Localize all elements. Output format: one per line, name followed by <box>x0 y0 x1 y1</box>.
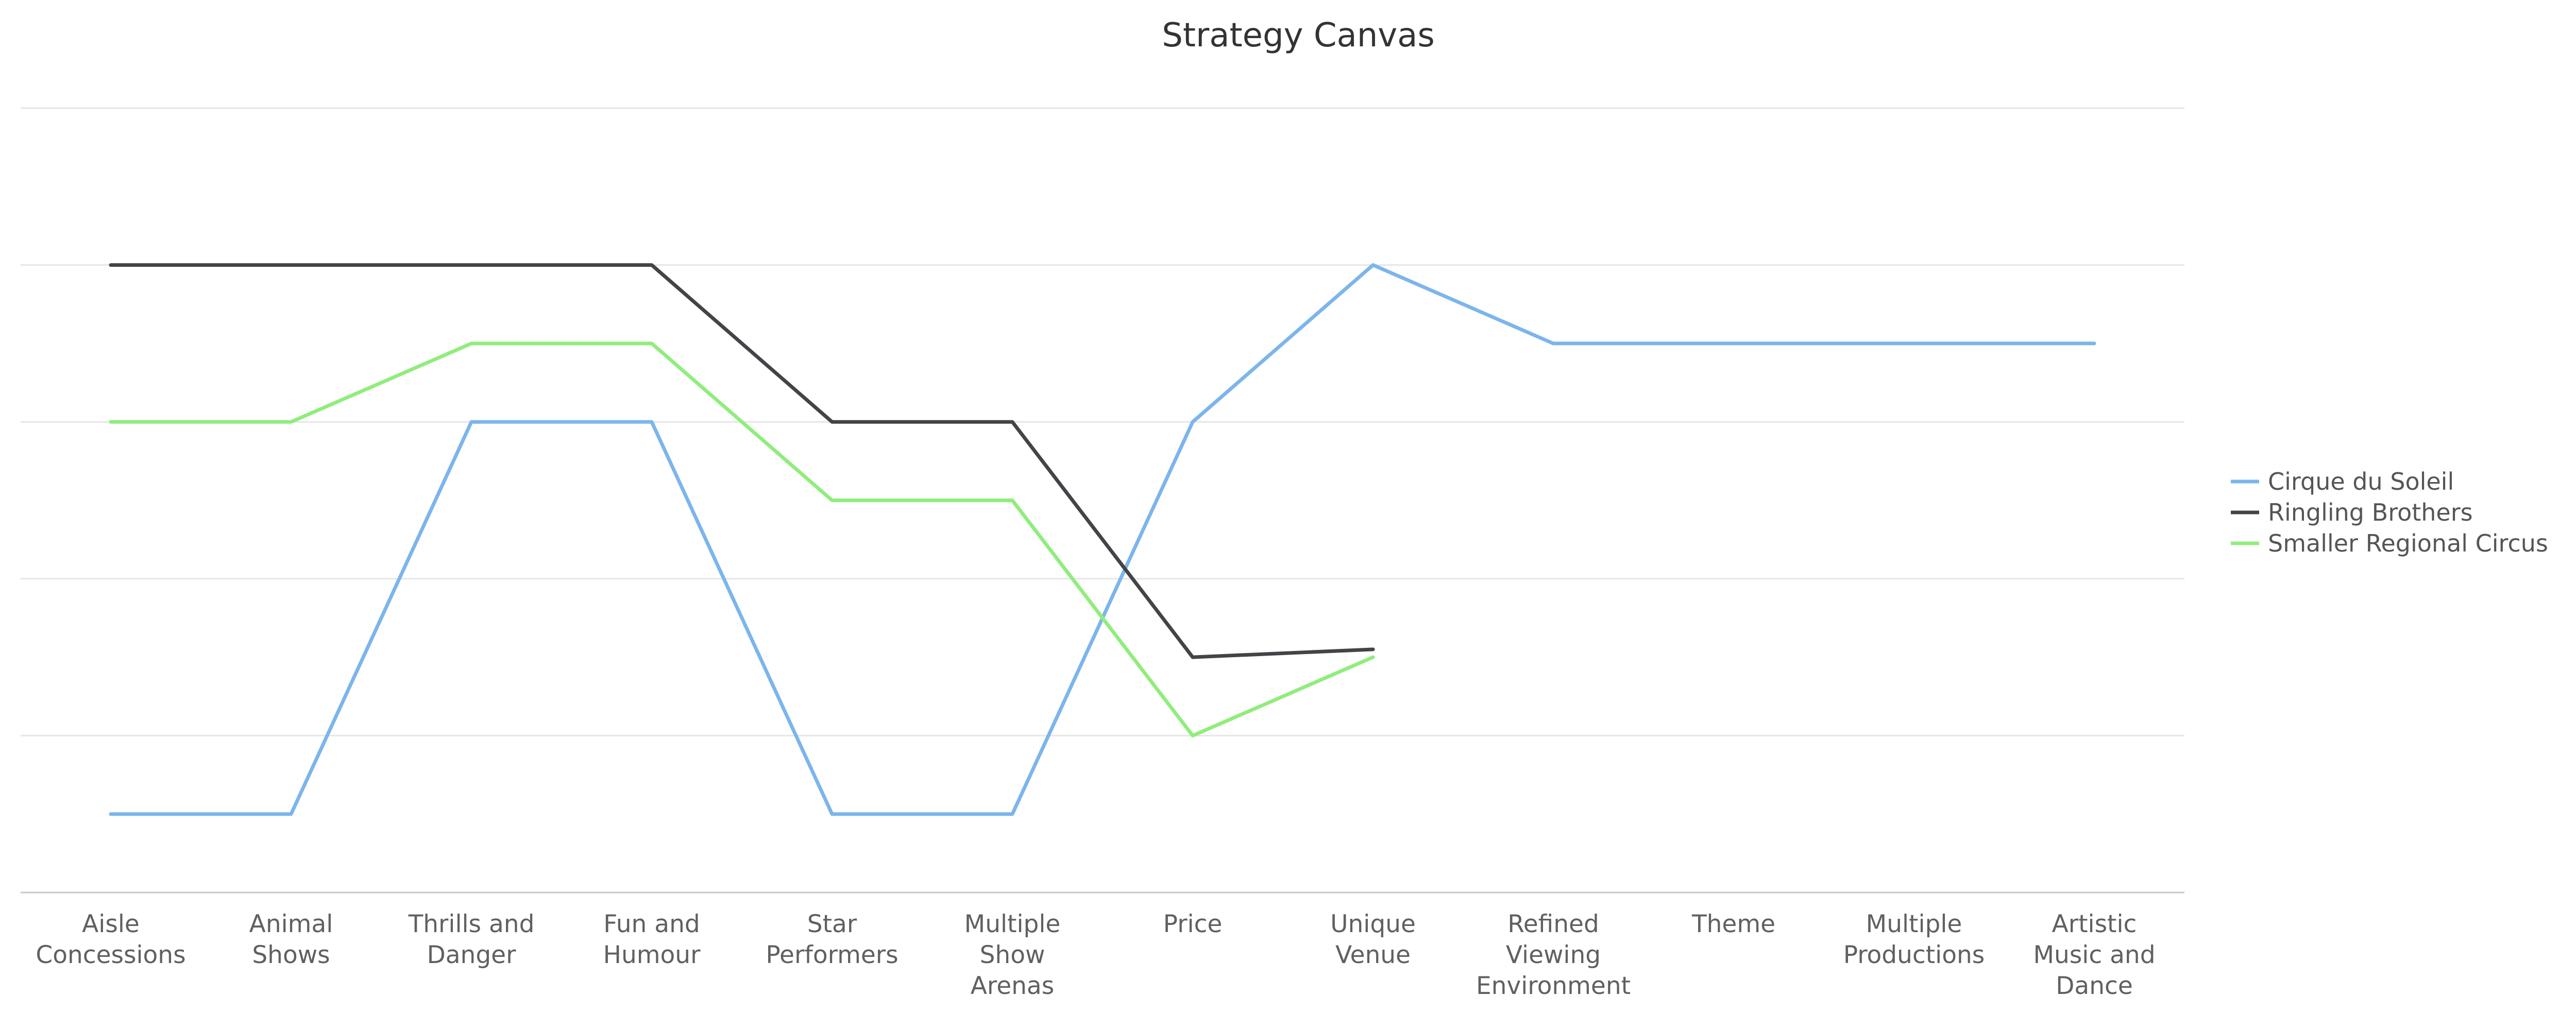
x-tick-label-line: Artistic <box>2052 910 2137 938</box>
x-tick-label-line: Dance <box>2056 972 2133 1000</box>
legend-label[interactable]: Smaller Regional Circus <box>2268 529 2548 557</box>
x-tick-label-line: Fun and <box>603 910 700 938</box>
x-tick-label: Aisle Concessions <box>36 910 185 969</box>
x-tick-label-line: Environment <box>1476 972 1631 1000</box>
x-tick-label: Multiple Productions <box>1843 910 1985 969</box>
x-tick-label-line: Venue <box>1335 941 1411 969</box>
x-tick-label: Theme <box>1691 910 1775 938</box>
x-tick-label: Fun and Humour <box>603 910 701 969</box>
series-lines <box>109 263 2096 816</box>
x-tick-label: Multiple Show Arenas <box>964 910 1061 1000</box>
x-tick-label-line: Aisle <box>82 910 140 938</box>
x-tick-label-line: Thrills and <box>408 910 535 938</box>
x-tick-label-line: Viewing <box>1506 941 1601 969</box>
x-tick-label-line: Multiple <box>964 910 1061 938</box>
x-tick-label-line: Theme <box>1691 910 1775 938</box>
x-tick-label-line: Refined <box>1507 910 1599 938</box>
x-tick-label-line: Humour <box>603 941 701 969</box>
x-tick-label: Price <box>1163 910 1223 938</box>
x-tick-label: Unique Venue <box>1330 910 1416 969</box>
x-tick-label: Artistic Music and Dance <box>2033 910 2155 1000</box>
x-axis-tick-labels: Aisle Concessions Animal Shows Thrills and Da… <box>36 910 2155 1000</box>
x-tick-label-line: Star <box>807 910 857 938</box>
x-tick-label: Animal Shows <box>249 910 333 969</box>
x-tick-label-line: Unique <box>1330 910 1416 938</box>
x-tick-label-line: Concessions <box>36 941 185 969</box>
gridlines <box>21 107 2184 894</box>
x-tick-label-line: Price <box>1163 910 1223 938</box>
x-tick-label: Refined Viewing Environment <box>1476 910 1631 1000</box>
series-line-ringling-brothers <box>109 263 1375 659</box>
legend-label[interactable]: Ringling Brothers <box>2268 499 2473 526</box>
x-tick-label-line: Arenas <box>971 972 1054 1000</box>
x-tick-label: Thrills and Danger <box>408 910 535 969</box>
x-tick-label-line: Music and <box>2033 941 2155 969</box>
x-tick-label-line: Animal <box>249 910 333 938</box>
series-line-smaller-regional-circus <box>109 341 1375 737</box>
x-tick-label: Star Performers <box>766 910 898 969</box>
x-tick-label-line: Show <box>980 941 1045 969</box>
x-tick-label-line: Shows <box>252 941 330 969</box>
x-tick-label-line: Danger <box>427 941 517 969</box>
chart-title: Strategy Canvas <box>1162 16 1434 55</box>
x-tick-label-line: Productions <box>1843 941 1985 969</box>
x-tick-label-line: Performers <box>766 941 898 969</box>
legend: Cirque du Soleil Ringling Brothers Smaller… <box>2231 468 2548 557</box>
legend-label[interactable]: Cirque du Soleil <box>2268 468 2454 495</box>
x-tick-label-line: Multiple <box>1866 910 1962 938</box>
